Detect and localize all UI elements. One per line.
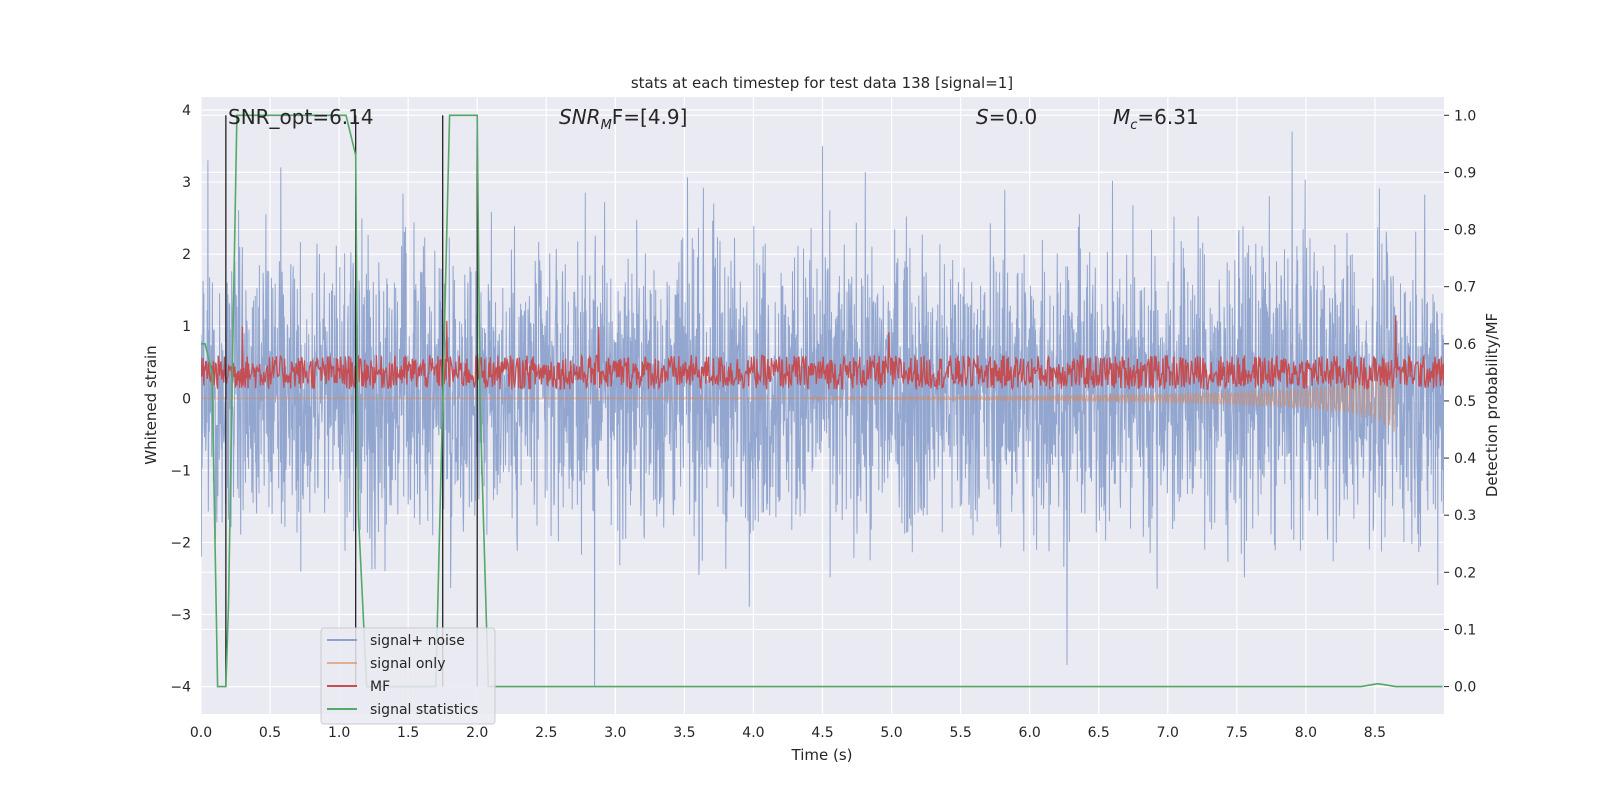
y-right-axis-ticks: 1.0 0.9 0.8 0.7 0.6 0.5 0.4 0.3 0.2 0.1 0.0 [1444, 108, 1476, 696]
x-tick-label: 2.5 [535, 725, 557, 741]
legend-box [320, 627, 496, 725]
y-left-tick-label: 1 [182, 319, 191, 335]
annotation-snr-mf: SNRMF=[4.9] [559, 105, 687, 133]
y-right-axis-label: Detection probability/MF [1483, 313, 1501, 497]
y-right-tick-label: 0.8 [1454, 223, 1476, 239]
x-axis-ticks: 0.0 0.5 1.0 1.5 2.0 2.5 3.0 3.5 4.0 4.5 5.0 5.5 6.0 6… [190, 725, 1386, 741]
x-tick-label: 1.0 [328, 725, 350, 741]
y-right-tick-label: 0.9 [1454, 165, 1476, 181]
y-right-tick-label: 0.5 [1454, 394, 1476, 410]
legend-label-signal-noise: signal+ noise [370, 633, 465, 649]
annotation-mc: Mc=6.31 [1113, 105, 1199, 133]
y-right-tick-label: 0.3 [1454, 508, 1476, 524]
series-signal-statistics [201, 114, 1443, 688]
x-tick-label: 4.0 [742, 725, 764, 741]
x-tick-label: 6.5 [1088, 725, 1110, 741]
y-right-tick-label: 0.0 [1454, 680, 1476, 696]
annotation-mc-sub: c [1130, 118, 1137, 133]
x-tick-label: 2.0 [466, 725, 488, 741]
y-left-tick-label: 2 [182, 247, 191, 263]
x-axis-label: Time (s) [791, 746, 853, 764]
y-right-tick-label: 0.6 [1454, 337, 1476, 353]
x-tick-label: 5.0 [880, 725, 902, 741]
x-tick-label: 3.5 [673, 725, 695, 741]
x-tick-label: 0.0 [190, 725, 212, 741]
series-signal-noise [201, 131, 1444, 687]
annotation-snr-opt: SNR_opt=6.14 [228, 105, 374, 129]
x-tick-label: 6.0 [1019, 725, 1041, 741]
data-layer [201, 114, 1444, 688]
y-left-tick-label: 0 [182, 391, 191, 407]
y-right-tick-label: 0.2 [1454, 565, 1476, 581]
y-left-tick-label: 3 [182, 175, 191, 191]
annotation-s: S=0.0 [976, 105, 1037, 129]
annotation-s-rest: =0.0 [989, 105, 1038, 129]
legend-label-signal-statistics: signal statistics [370, 702, 478, 718]
y-right-tick-label: 1.0 [1454, 108, 1476, 124]
y-left-tick-label: −3 [170, 608, 191, 624]
x-tick-label: 3.0 [604, 725, 626, 741]
x-tick-label: 7.5 [1226, 725, 1248, 741]
y-left-tick-label: −2 [170, 535, 191, 551]
y-right-tick-label: 0.1 [1454, 622, 1476, 638]
series-mf [201, 315, 1444, 391]
x-tick-label: 0.5 [259, 725, 281, 741]
x-tick-label: 5.5 [949, 725, 971, 741]
x-tick-label: 8.5 [1364, 725, 1386, 741]
legend: signal+ noise signal only MF signal stat… [320, 627, 496, 725]
legend-label-mf: MF [370, 679, 390, 695]
annotation-snr-mf-sub: M [601, 118, 612, 133]
y-left-tick-label: −1 [170, 463, 191, 479]
chart-title: stats at each timestep for test data 138… [631, 74, 1013, 92]
x-tick-label: 7.0 [1157, 725, 1179, 741]
y-right-tick-label: 0.4 [1454, 451, 1476, 467]
y-left-axis-label: Whitened strain [142, 345, 160, 464]
annotation-mc-rest: =6.31 [1137, 105, 1198, 129]
y-left-tick-label: −4 [170, 680, 191, 696]
x-tick-label: 4.5 [811, 725, 833, 741]
x-tick-label: 1.5 [397, 725, 419, 741]
legend-label-signal-only: signal only [370, 656, 445, 672]
annotation-mc-main: M [1113, 105, 1130, 129]
annotation-s-main: S [976, 105, 989, 129]
y-right-tick-label: 0.7 [1454, 280, 1476, 296]
y-left-axis-ticks: 4 3 2 1 0 −1 −2 −3 −4 [170, 103, 191, 696]
x-tick-label: 8.0 [1295, 725, 1317, 741]
y-left-tick-label: 4 [182, 103, 191, 119]
series-signal-only [201, 367, 1397, 433]
annotation-snr-mf-rest: F=[4.9] [612, 105, 688, 129]
annotation-snr-mf-main: SNR [559, 105, 601, 129]
